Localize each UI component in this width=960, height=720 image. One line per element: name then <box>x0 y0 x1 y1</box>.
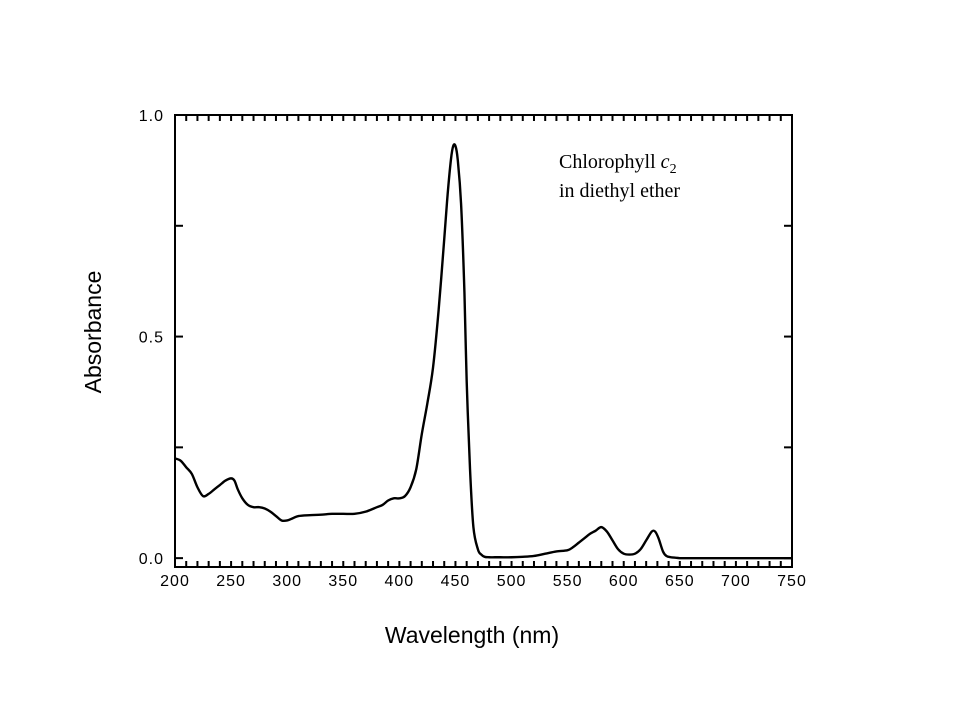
plot-frame <box>174 114 793 568</box>
annotation-compound: Chlorophyll <box>559 151 661 173</box>
x-tick-label: 200 <box>160 573 190 590</box>
x-axis-title: Wavelength (nm) <box>385 622 559 648</box>
x-axis-tick-labels: 200 250 300 350 400 450 500 550 600 650 700 750 <box>160 573 807 590</box>
x-tick-label: 300 <box>272 573 302 590</box>
x-tick-label: 550 <box>553 573 583 590</box>
x-tick-label: 350 <box>328 573 358 590</box>
y-tick-label: 1.0 <box>139 108 164 125</box>
y-axis-tick-labels: 0.0 0.5 1.0 <box>139 108 164 568</box>
y-axis-ticks <box>175 114 792 560</box>
annotation-subscript: 2 <box>670 162 677 177</box>
x-tick-label: 750 <box>777 573 807 590</box>
x-axis-ticks <box>174 115 793 567</box>
y-axis-title: Absorbance <box>80 271 106 394</box>
annotation-compound-italic: c <box>661 151 670 173</box>
annotation-line-1: Chlorophyll c2 <box>559 151 677 177</box>
y-tick-label: 0.5 <box>139 330 164 347</box>
x-tick-label: 650 <box>665 573 695 590</box>
spectrum-line <box>174 143 792 560</box>
x-tick-label: 450 <box>441 573 471 590</box>
x-tick-label: 500 <box>497 573 527 590</box>
x-tick-label: 700 <box>721 573 751 590</box>
x-tick-label: 600 <box>609 573 639 590</box>
x-tick-label: 250 <box>216 573 246 590</box>
x-tick-label: 400 <box>385 573 415 590</box>
annotation-line-2: in diethyl ether <box>559 180 680 202</box>
y-tick-label: 0.0 <box>139 551 164 568</box>
